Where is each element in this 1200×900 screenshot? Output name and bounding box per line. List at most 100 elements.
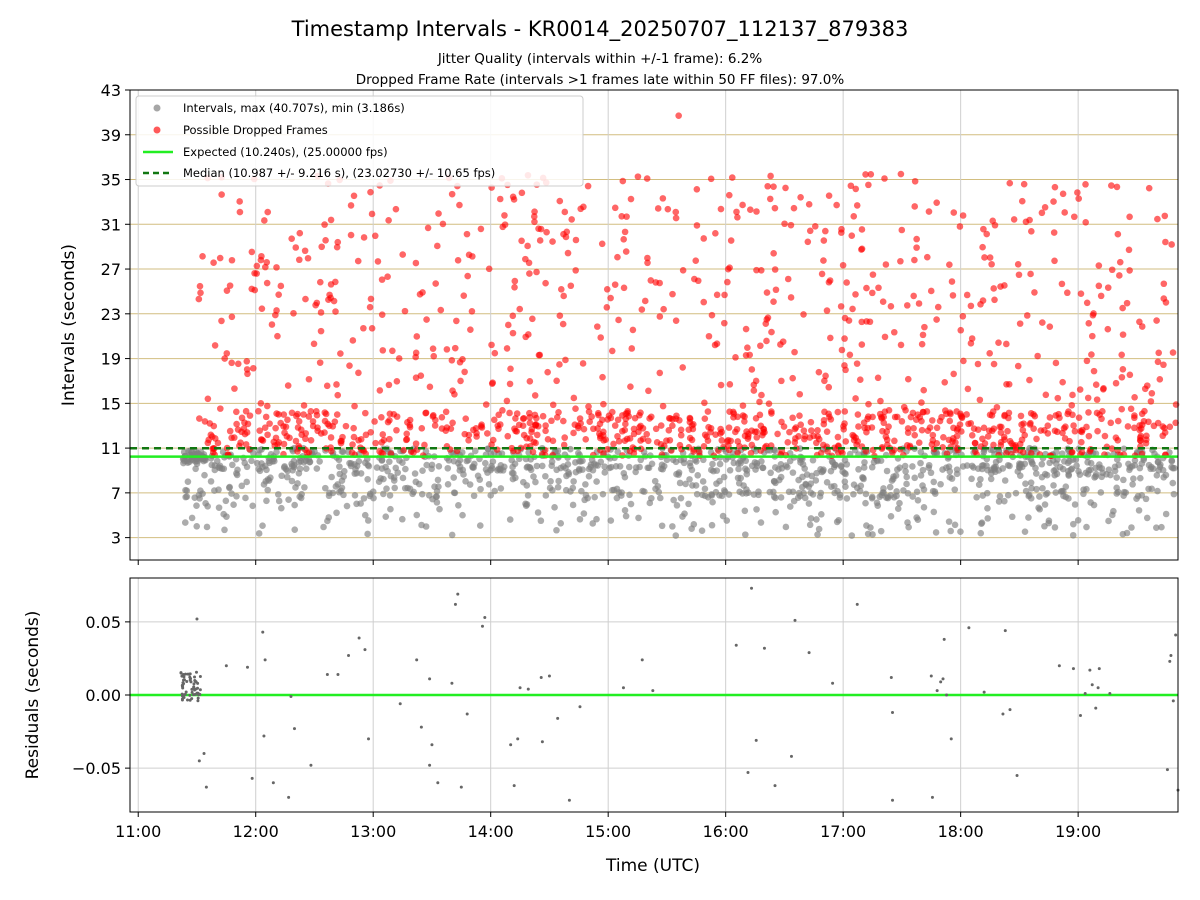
intervals-y-tick-label: 3 xyxy=(111,529,121,548)
interval-point xyxy=(328,473,335,481)
residual-point xyxy=(1169,654,1173,658)
dropped-frame-point xyxy=(904,429,912,436)
interval-point xyxy=(735,479,743,487)
interval-point xyxy=(313,465,321,472)
interval-point xyxy=(182,493,189,501)
dropped-frame-point xyxy=(1033,435,1040,443)
dropped-frame-point xyxy=(620,284,628,292)
dropped-frame-point xyxy=(350,192,358,200)
interval-point xyxy=(635,514,642,522)
residual-point xyxy=(1003,629,1007,633)
dropped-frame-point xyxy=(274,332,281,340)
dropped-frame-point xyxy=(201,418,209,425)
interval-point xyxy=(896,499,903,507)
dropped-frame-point xyxy=(449,419,456,427)
interval-point xyxy=(807,489,815,497)
dropped-frame-point xyxy=(209,449,217,456)
residual-point xyxy=(430,743,434,747)
dropped-frame-point xyxy=(568,216,575,223)
dropped-frame-point xyxy=(596,420,604,428)
interval-point xyxy=(425,492,433,499)
interval-point xyxy=(264,486,272,494)
interval-point xyxy=(508,456,516,464)
residual-point xyxy=(539,675,543,679)
interval-point xyxy=(771,447,779,454)
dropped-frame-point xyxy=(1145,418,1152,426)
dropped-frame-point xyxy=(910,424,917,432)
dropped-frame-point xyxy=(891,437,898,445)
interval-point xyxy=(497,485,505,492)
interval-point xyxy=(1050,482,1057,489)
dropped-frame-point xyxy=(721,319,728,327)
interval-point xyxy=(547,478,554,485)
interval-point xyxy=(927,469,935,477)
intervals-y-tick-label: 27 xyxy=(101,260,121,279)
dropped-frame-point xyxy=(778,377,785,385)
dropped-frame-point xyxy=(918,399,925,406)
interval-point xyxy=(1162,510,1170,518)
dropped-frame-point xyxy=(713,291,721,299)
residual-point xyxy=(1001,712,1005,716)
interval-point xyxy=(609,486,616,494)
dropped-frame-point xyxy=(360,234,368,241)
dropped-frame-point xyxy=(366,303,374,311)
dropped-frame-point xyxy=(941,379,949,386)
interval-point xyxy=(657,465,665,473)
interval-point xyxy=(947,527,954,535)
interval-point xyxy=(818,510,825,518)
dropped-frame-point xyxy=(1001,282,1008,289)
dropped-frame-point xyxy=(553,377,560,385)
dropped-frame-point xyxy=(560,230,567,238)
dropped-frame-point xyxy=(747,449,755,457)
residual-point xyxy=(889,675,893,679)
chart-title: Timestamp Intervals - KR0014_20250707_11… xyxy=(291,17,909,42)
dropped-frame-point xyxy=(511,284,518,291)
dropped-frame-point xyxy=(301,247,309,255)
dropped-frame-point xyxy=(693,185,701,193)
intervals-y-tick-label: 19 xyxy=(101,350,121,369)
dropped-frame-point xyxy=(504,432,512,440)
dropped-frame-point xyxy=(977,300,984,308)
dropped-frame-point xyxy=(998,423,1005,431)
dropped-frame-point xyxy=(1069,391,1076,399)
dropped-frame-point xyxy=(355,369,362,377)
dropped-frame-point xyxy=(556,312,564,319)
dropped-frame-point xyxy=(1006,437,1014,445)
interval-point xyxy=(930,478,938,486)
interval-point xyxy=(292,484,299,491)
dropped-frame-point xyxy=(447,425,455,432)
dropped-frame-point xyxy=(1085,432,1093,440)
interval-point xyxy=(1105,517,1112,525)
interval-point xyxy=(877,527,885,535)
interval-point xyxy=(238,482,246,490)
dropped-frame-point xyxy=(1131,412,1138,419)
dropped-frame-point xyxy=(1075,195,1082,202)
dropped-frame-point xyxy=(1145,184,1153,192)
interval-point xyxy=(213,457,221,465)
dropped-frame-point xyxy=(997,429,1005,436)
interval-point xyxy=(750,491,758,498)
dropped-frame-point xyxy=(577,420,585,427)
dropped-frame-point xyxy=(323,382,331,390)
dropped-frame-point xyxy=(1160,361,1167,369)
interval-point xyxy=(534,509,542,516)
residual-point xyxy=(949,737,953,741)
dropped-frame-point xyxy=(371,418,378,425)
x-tick-label: 14:00 xyxy=(468,822,514,841)
residual-point xyxy=(547,674,551,678)
residual-point xyxy=(1083,692,1087,696)
dropped-frame-point xyxy=(437,306,445,314)
dropped-frame-point xyxy=(258,305,266,312)
interval-point xyxy=(378,465,386,472)
dropped-frame-point xyxy=(644,259,651,267)
dropped-frame-point xyxy=(767,172,774,180)
interval-point xyxy=(831,489,838,497)
interval-point xyxy=(369,488,377,496)
dropped-frame-point xyxy=(820,257,827,264)
dropped-frame-point xyxy=(1003,449,1010,457)
residual-point xyxy=(188,693,192,697)
dropped-frame-point xyxy=(627,195,635,203)
dropped-frame-point xyxy=(751,428,759,436)
dropped-frame-point xyxy=(367,295,375,303)
